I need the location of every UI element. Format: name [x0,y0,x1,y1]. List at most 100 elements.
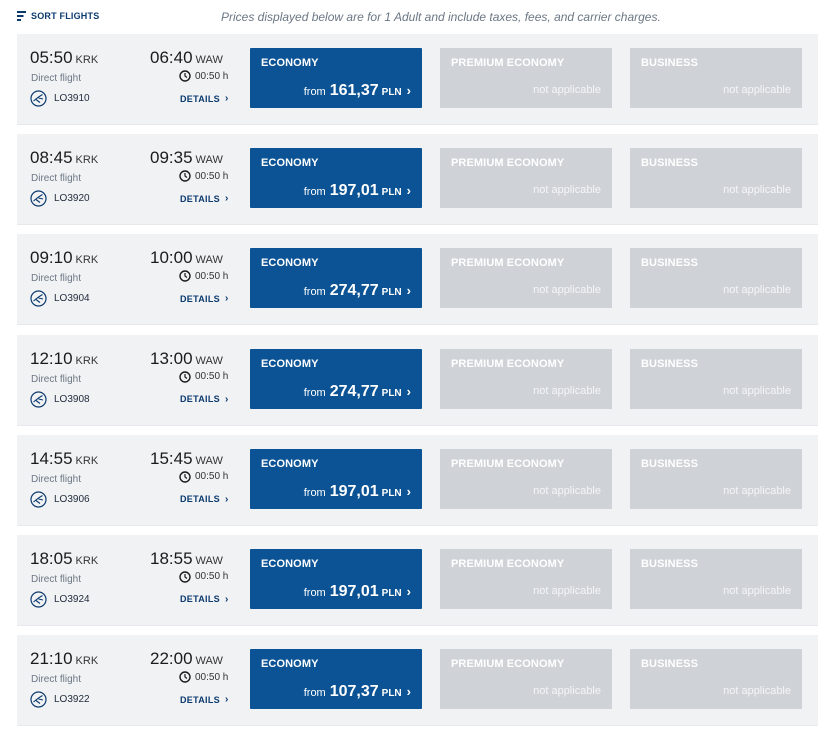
clock-icon [179,370,191,383]
departure-time: 09:10 [30,248,73,268]
flight-number: LO3922 [30,691,90,708]
business-fare: BUSINESS not applicable [630,48,802,108]
crane-logo-icon [30,691,47,708]
currency: PLN [381,387,402,399]
not-applicable-label: not applicable [723,685,791,698]
crane-logo-icon [30,90,47,107]
flight-duration: 00:50 h [179,70,228,82]
flight-duration: 00:50 h [179,370,228,383]
cabin-name: BUSINESS [641,157,699,170]
flight-row: 05:50 KRK 06:40 WAW Direct flight 00:50 h … [17,34,818,125]
departure-time: 14:55 [30,448,73,468]
direct-flight-label: Direct flight [31,373,82,385]
arrival-time: 22:00 [150,649,193,669]
cabin-name: PREMIUM ECONOMY [451,157,565,170]
fare-price: from 161,37 PLN › [304,82,411,100]
arrival-airport: WAW [195,655,223,668]
duration-value: 00:50 h [195,70,229,82]
crane-logo-icon [30,290,47,307]
flight-row: 21:10 KRK 22:00 WAW Direct flight 00:50 h … [17,635,818,727]
arrival: 10:00 WAW [150,248,223,268]
departure-time: 08:45 [30,148,73,168]
details-link[interactable]: DETAILS › [180,93,229,104]
price-amount: 197,01 [329,482,379,500]
from-label: from [303,86,326,98]
business-fare: BUSINESS not applicable [630,248,802,309]
details-link[interactable]: DETAILS › [180,694,229,705]
cabin-name: BUSINESS [641,457,699,470]
details-link[interactable]: DETAILS › [180,394,229,405]
not-applicable-label: not applicable [533,384,601,397]
flight-row: 08:45 KRK 09:35 WAW Direct flight 00:50 h … [17,134,818,226]
flight-number: LO3904 [30,290,90,307]
details-label: DETAILS [180,694,220,705]
premium-economy-fare: PREMIUM ECONOMY not applicable [440,649,612,710]
not-applicable-label: not applicable [723,384,791,397]
economy-fare-button[interactable]: ECONOMY from 197,01 PLN › [250,148,422,209]
economy-fare-button[interactable]: ECONOMY from 197,01 PLN › [250,448,422,509]
economy-fare-button[interactable]: ECONOMY from 274,77 PLN › [250,348,422,409]
flight-number: LO3906 [30,491,90,508]
details-link[interactable]: DETAILS › [180,594,229,605]
sort-lines-icon [17,11,26,21]
chevron-right-icon: › [224,694,229,706]
cabin-name: ECONOMY [261,658,319,671]
currency: PLN [381,587,402,599]
cabin-name: BUSINESS [641,658,699,671]
details-label: DETAILS [180,594,220,605]
flight-duration: 00:50 h [179,270,228,283]
details-link[interactable]: DETAILS › [180,494,229,505]
flight-row: 18:05 KRK 18:55 WAW Direct flight 00:50 h … [17,534,818,626]
departure: 09:10 KRK [30,248,98,268]
cabin-name: PREMIUM ECONOMY [451,357,565,370]
flight-number-value: LO3922 [54,694,90,706]
details-link[interactable]: DETAILS › [180,293,229,304]
not-applicable-label: not applicable [533,84,601,96]
cabin-name: ECONOMY [261,157,319,170]
currency: PLN [381,187,402,199]
departure-airport: KRK [75,655,99,668]
economy-fare-button[interactable]: ECONOMY from 197,01 PLN › [250,548,422,609]
flight-duration: 00:50 h [179,170,228,182]
from-label: from [303,486,326,499]
details-label: DETAILS [180,494,220,505]
economy-fare-button[interactable]: ECONOMY from 161,37 PLN › [250,48,422,108]
sort-flights-button[interactable]: SORT FLIGHTS [17,11,99,21]
price-amount: 197,01 [329,582,379,600]
currency: PLN [381,487,402,499]
departure-airport: KRK [75,454,99,467]
chevron-right-icon: › [406,383,411,399]
flight-number: LO3910 [30,90,90,107]
arrival-time: 09:35 [150,148,193,168]
departure: 14:55 KRK [30,449,98,469]
fare-price: from 197,01 PLN › [304,182,411,200]
arrival: 09:35 WAW [150,148,223,168]
economy-fare-button[interactable]: ECONOMY from 107,37 PLN › [250,649,422,710]
clock-icon [179,571,191,583]
clock-icon [179,671,191,683]
flight-number: LO3920 [30,190,90,207]
price-amount: 274,77 [329,282,379,300]
cabin-name: BUSINESS [641,57,699,69]
cabin-name: BUSINESS [641,257,699,270]
flight-number-value: LO3920 [54,193,90,205]
cabin-name: ECONOMY [261,357,319,370]
arrival-airport: WAW [195,254,223,267]
chevron-right-icon: › [224,393,229,405]
premium-economy-fare: PREMIUM ECONOMY not applicable [440,248,612,309]
departure-time: 21:10 [30,649,73,669]
not-applicable-label: not applicable [723,484,791,497]
cabin-name: BUSINESS [641,557,699,570]
fare-price: from 197,01 PLN › [304,483,411,501]
not-applicable-label: not applicable [533,184,601,197]
crane-logo-icon [30,491,47,508]
business-fare: BUSINESS not applicable [630,548,802,609]
flight-row: 09:10 KRK 10:00 WAW Direct flight 00:50 h … [17,234,818,326]
economy-fare-button[interactable]: ECONOMY from 274,77 PLN › [250,248,422,309]
clock-icon [179,170,191,182]
not-applicable-label: not applicable [723,184,791,197]
flight-duration: 00:50 h [179,671,228,683]
crane-logo-icon [30,390,47,408]
details-link[interactable]: DETAILS › [180,193,229,204]
details-label: DETAILS [180,293,220,304]
